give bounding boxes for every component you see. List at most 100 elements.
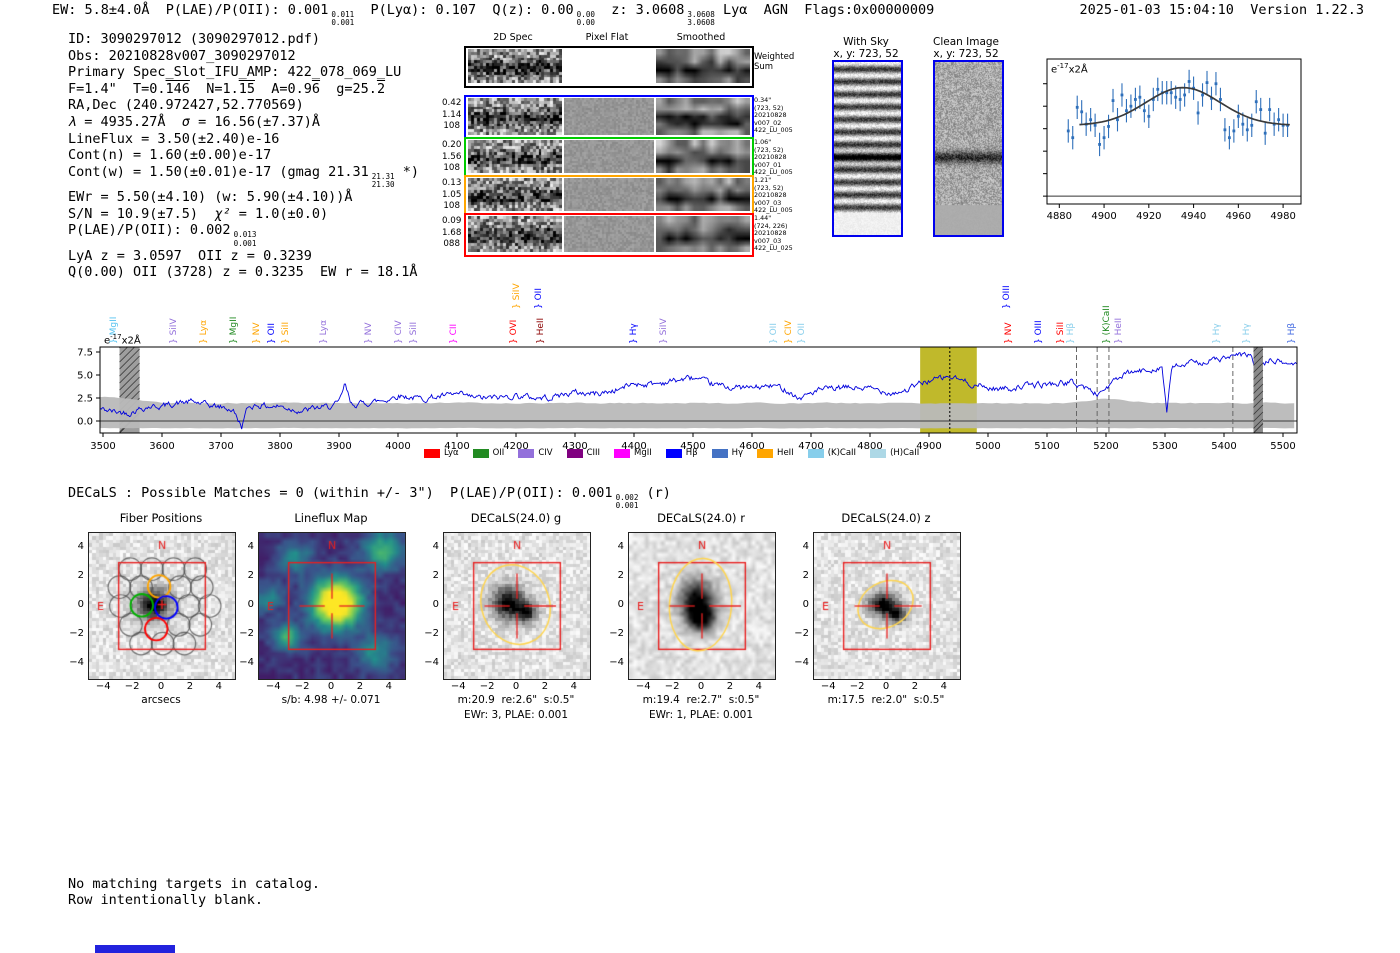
stacked-fraction: 3.0608 3.0608	[687, 10, 714, 27]
text-segment: = 16.56(±7.37)Å	[189, 113, 320, 130]
full-spectrum-svg: 3500 3600 3700 3800 3900 4000 4100 4200 4300 4400…	[77, 346, 1298, 452]
panel-x-tick: 2	[541, 681, 549, 692]
svg-text:2.5: 2.5	[77, 394, 93, 405]
panel-x-tick: 4	[755, 681, 762, 692]
cutout-row-meta: 1.21" (723, 52) 20210828 v007_03 422_LU_…	[754, 176, 793, 215]
cutout-image	[468, 216, 562, 252]
cutout-row: 0.42 1.14 108 0.34" (723, 52) 20210828 v0…	[442, 95, 793, 140]
fraction-sub: 0.001	[233, 238, 257, 248]
with-sky-title: With Sky	[843, 36, 889, 48]
header-meta: 2025-01-03 15:04:10 Version 1.22.3	[1080, 2, 1365, 19]
text-segment: 2	[376, 80, 386, 97]
decals-panel-canvas-4	[628, 532, 776, 680]
cutout-image	[564, 140, 654, 173]
legend-label: CIII	[586, 448, 601, 458]
panel-y-tick: 4	[247, 541, 254, 553]
svg-text:4900: 4900	[916, 441, 941, 452]
svg-text:4000: 4000	[385, 441, 410, 452]
panel-y-tick: 2	[617, 570, 624, 582]
svg-text:7.5: 7.5	[77, 348, 93, 359]
decals-panel-caption-2: EWr: 3, PLAE: 0.001	[463, 709, 569, 721]
legend-swatch	[870, 448, 887, 458]
with-sky-panel	[832, 60, 903, 237]
decals-panel-caption: s/b: 4.98 +/- 0.071	[281, 694, 381, 706]
text-segment: σ	[181, 113, 190, 130]
text-segment: P(LAE)/P(OII): 0.001	[165, 2, 329, 18]
panel-y-tick: 0	[247, 599, 254, 610]
panel-x-tick: −2	[124, 681, 140, 692]
info-line: λ = 4935.27Å σ = 16.56(±7.37)Å	[68, 114, 419, 131]
panel-x-tick: −2	[479, 681, 495, 692]
line-legend: Lyα OII CIV CIII MgII Hβ Hγ HeII (K)CaII (H)CaII	[424, 448, 919, 458]
svg-text:5400: 5400	[1211, 441, 1236, 452]
cutout-image	[656, 98, 750, 135]
cutout-image	[656, 140, 750, 173]
legend-swatch	[614, 448, 631, 458]
panel-y-tick: −4	[794, 656, 809, 668]
text-segment: DECaLS : Possible Matches = 0 (within +/…	[68, 485, 613, 501]
fraction-sub: 0.001	[331, 18, 355, 28]
info-line: Cont(n) = 1.60(±0.00)e-17	[68, 147, 419, 164]
text-segment: z: 3.0608	[594, 2, 685, 18]
text-segment: 15	[238, 80, 255, 97]
fraction-sup: 21.31	[371, 171, 395, 181]
footer-line-1: No matching targets in catalog.	[68, 876, 320, 892]
report-version: Version 1.22.3	[1250, 2, 1364, 18]
fraction-sub: 0.00	[576, 18, 595, 28]
report-timestamp: 2025-01-03 15:04:10	[1079, 2, 1234, 18]
fraction-sup: 0.013	[233, 230, 257, 240]
text-segment: Obs: 20210828v007_3090297012	[68, 47, 296, 64]
text-segment: = 4935.27Å	[76, 113, 182, 130]
cutout-image	[564, 98, 654, 135]
text-segment: = 1.0(±0.0)	[230, 205, 329, 222]
emission-line-label-oiii: } OIII	[1002, 285, 1013, 309]
full-spectrum-plot: 3500 3600 3700 3800 3900 4000 4100 4200 4300 4400…	[60, 340, 1350, 474]
panel-y-tick: −2	[69, 627, 84, 639]
footer-line-2: Row intentionally blank.	[68, 892, 264, 908]
stacked-fraction: 0.002 0.001	[615, 493, 639, 510]
svg-text:4500: 4500	[680, 441, 705, 452]
text-segment: S/N = 10.9(±7.5)	[68, 205, 215, 222]
text-segment: Cont(w) = 1.50(±0.01)e-17 (gmag 21.31	[68, 163, 369, 180]
svg-text:5100: 5100	[1034, 441, 1059, 452]
text-segment: g=25.	[320, 80, 377, 97]
text-segment: LineFlux = 3.50(±2.40)e-16	[68, 130, 280, 147]
legend-label: Hγ	[731, 448, 744, 458]
panel-x-tick: 0	[512, 681, 520, 692]
decals-header: DECaLS : Possible Matches = 0 (within +/…	[68, 485, 671, 510]
clean-image-title: Clean Image	[932, 36, 1000, 48]
panel-y-tick: 4	[77, 541, 84, 553]
panel-y-tick: 2	[247, 570, 254, 582]
text-segment: N=1.	[189, 80, 239, 97]
info-line: Q(0.00) OII (3728) z = 0.3235 EW r = 18.…	[68, 264, 419, 281]
legend-label: OII	[492, 448, 505, 458]
cutout-image	[564, 49, 654, 83]
cutout-row-meta: 0.34" (723, 52) 20210828 v007_02 422_LU_…	[754, 96, 793, 135]
panel-y-tick: 0	[432, 599, 439, 610]
legend-swatch	[518, 448, 535, 458]
panel-x-tick: 0	[157, 681, 165, 692]
fraction-sup: 0.011	[331, 10, 355, 19]
panel-x-tick: 4	[940, 681, 947, 692]
decals-panel-title: Fiber Positions	[119, 511, 203, 525]
cutout-image	[468, 140, 562, 173]
legend-item: Hγ	[711, 448, 744, 458]
decals-panel-title: DECaLS(24.0) z	[841, 511, 931, 525]
text-segment: F=1.4" T=0.	[68, 80, 166, 97]
emission-line-label-kcaii: } (K)CaII	[1101, 305, 1112, 344]
text-segment: RA,Dec (240.972427,52.770569)	[68, 97, 304, 114]
panel-y-tick: −4	[69, 656, 84, 668]
stacked-fraction: 21.31 21.30	[371, 171, 395, 189]
cutout-row-stats: 0.09 1.68 088	[442, 216, 462, 249]
cutout-row: 0.13 1.05 108 1.21" (723, 52) 20210828 v0…	[442, 175, 793, 216]
panel-x-tick: 2	[911, 681, 919, 692]
panel-y-tick: 2	[802, 570, 809, 582]
text-segment: *)	[394, 163, 419, 180]
info-line: P(LAE)/P(OII): 0.002 0.013 0.001	[68, 222, 419, 247]
cutout-image	[834, 62, 901, 235]
legend-swatch	[711, 448, 728, 458]
decals-panel-title: DECaLS(24.0) g	[470, 511, 562, 525]
legend-item: MgII	[614, 448, 652, 458]
fraction-sup: 0.002	[615, 493, 639, 502]
